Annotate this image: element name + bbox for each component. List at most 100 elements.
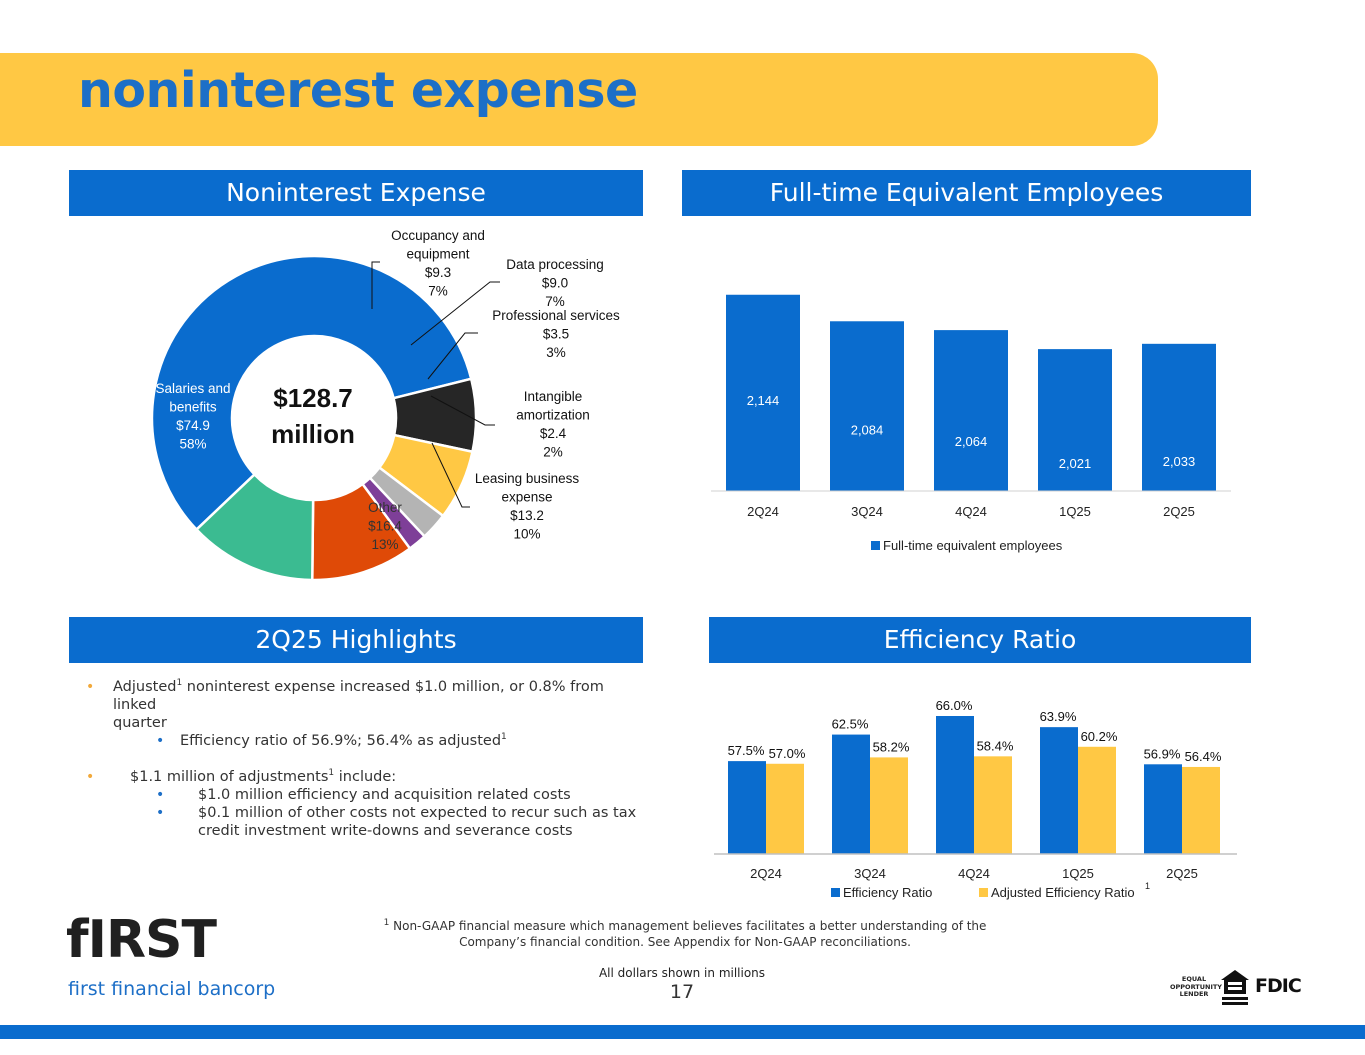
fte-category-2Q25: 2Q25 xyxy=(1163,504,1195,519)
efficiency-ratio-chart: 57.5% 57.0% 62.5% 58.2% 66.0% 58.4% 63.9% 60.2%… xyxy=(714,698,1237,900)
eff-category-2Q25: 2Q25 xyxy=(1166,866,1198,881)
eff-value-label-efficiency-ratio-3Q24: 62.5% xyxy=(832,717,869,732)
fte-category-1Q25: 1Q25 xyxy=(1059,504,1091,519)
donut-label-professional-services-0: Professional services xyxy=(492,308,620,323)
logo-subtitle: first financial bancorp xyxy=(68,978,276,1000)
highlight-item-adjusted-expense: • Adjusted1 noninterest expense increase… xyxy=(86,678,604,731)
donut-label-other-2: 13% xyxy=(371,537,398,552)
eff-bar-efficiency-ratio-2Q24 xyxy=(728,761,766,854)
donut-slice-salaries-and xyxy=(150,254,473,532)
eff-value-label-adjusted-efficiency-ratio-4Q24: 58.4% xyxy=(977,738,1014,753)
donut-label-professional-services-2: 3% xyxy=(546,345,566,360)
donut-label-other-1: $16.4 xyxy=(368,519,402,534)
fte-bar-2Q25 xyxy=(1142,343,1216,491)
eff-value-label-adjusted-efficiency-ratio-3Q24: 58.2% xyxy=(873,739,910,754)
page-number: 17 xyxy=(669,981,695,1003)
eff-legend-footnote-marker: 1 xyxy=(1145,881,1150,891)
donut-leader-professional-services xyxy=(427,332,478,380)
highlight-subitem-other-costs: • $0.1 million of other costs not expect… xyxy=(156,805,637,839)
eff-legend-swatch-efficiency xyxy=(831,888,840,897)
highlight-item-adjustments: • $1.1 million of adjustments1 include: xyxy=(86,768,397,785)
donut-label-salaries-and-0: Salaries and xyxy=(155,381,230,396)
eff-value-label-adjusted-efficiency-ratio-1Q25: 60.2% xyxy=(1081,729,1118,744)
eff-legend-swatch-adjusted xyxy=(979,888,988,897)
fte-bar-2Q24 xyxy=(726,294,800,491)
donut-center-unit: million xyxy=(271,419,355,449)
efficiency-header: Efficiency Ratio xyxy=(709,617,1251,663)
fte-legend-swatch xyxy=(871,541,880,550)
donut-label-leasing-business-3: 10% xyxy=(513,527,540,542)
fte-header: Full-time Equivalent Employees xyxy=(682,170,1251,216)
eff-bar-efficiency-ratio-4Q24 xyxy=(936,716,974,854)
eff-value-label-efficiency-ratio-2Q25: 56.9% xyxy=(1144,746,1181,761)
eff-value-label-adjusted-efficiency-ratio-2Q24: 57.0% xyxy=(769,746,806,761)
eff-bar-efficiency-ratio-2Q25 xyxy=(1144,764,1182,854)
eff-bar-adjusted-efficiency-ratio-3Q24 xyxy=(870,757,908,854)
donut-label-intangible-1: amortization xyxy=(516,408,590,423)
eff-value-label-efficiency-ratio-2Q24: 57.5% xyxy=(728,743,765,758)
dollars-note: All dollars shown in millions xyxy=(598,966,766,980)
donut-label-salaries-and-2: $74.9 xyxy=(176,418,210,433)
donut-slice-other xyxy=(194,472,315,582)
donut-label-leasing-business-2: $13.2 xyxy=(510,508,544,523)
eff-category-4Q24: 4Q24 xyxy=(958,866,990,881)
non-gaap-footnote: 1 Non-GAAP financial measure which manag… xyxy=(383,918,987,950)
company-logo: fIRST first financial bancorp xyxy=(64,910,276,1005)
donut-leader-occupancy-and xyxy=(371,261,380,309)
bottom-bar xyxy=(0,1025,1365,1039)
eff-bar-adjusted-efficiency-ratio-4Q24 xyxy=(974,756,1012,854)
donut-label-salaries-and-1: benefits xyxy=(169,400,217,415)
bullet-icon: • xyxy=(156,787,165,803)
donut-leader-intangible xyxy=(430,395,495,426)
eff-bar-adjusted-efficiency-ratio-2Q25 xyxy=(1182,766,1220,854)
donut-label-data-processing-0: Data processing xyxy=(506,257,604,272)
eff-bar-adjusted-efficiency-ratio-2Q24 xyxy=(766,763,804,854)
fte-category-3Q24: 3Q24 xyxy=(851,504,883,519)
eff-bar-adjusted-efficiency-ratio-1Q25 xyxy=(1078,746,1116,854)
highlight-subitem-efficiency: • Efficiency ratio of 56.9%; 56.4% as ad… xyxy=(156,732,507,749)
fte-category-2Q24: 2Q24 xyxy=(747,504,779,519)
eff-category-3Q24: 3Q24 xyxy=(854,866,886,881)
eff-value-label-adjusted-efficiency-ratio-2Q25: 56.4% xyxy=(1185,749,1222,764)
highlight-subitem-efficiency-costs: • $1.0 million efficiency and acquisitio… xyxy=(156,787,571,803)
bullet-icon: • xyxy=(86,679,95,695)
logo-wordmark: fIRST xyxy=(66,910,217,970)
highlights-header: 2Q25 Highlights xyxy=(69,617,643,663)
equal-housing-lender-icon xyxy=(1221,970,1249,1005)
eff-category-1Q25: 1Q25 xyxy=(1062,866,1094,881)
eff-legend-label-efficiency: Efficiency Ratio xyxy=(843,885,932,900)
fte-value-label-1Q25: 2,021 xyxy=(1059,456,1092,471)
title-band xyxy=(0,53,1158,146)
fte-value-label-4Q24: 2,064 xyxy=(955,434,988,449)
fte-value-label-2Q24: 2,144 xyxy=(747,393,780,408)
donut-label-occupancy-and-0: Occupancy and xyxy=(391,228,485,243)
donut-label-intangible-3: 2% xyxy=(543,445,563,460)
bullet-icon: • xyxy=(156,805,165,821)
fdic-logo: FDIC xyxy=(1255,975,1302,997)
eff-category-2Q24: 2Q24 xyxy=(750,866,782,881)
donut-label-intangible-0: Intangible xyxy=(524,389,583,404)
donut-label-professional-services-1: $3.5 xyxy=(543,327,569,342)
eff-bar-efficiency-ratio-1Q25 xyxy=(1040,727,1078,854)
donut-label-other-0: Other xyxy=(368,500,402,515)
noninterest-expense-donut-chart: Salaries and benefits $74.9 58% Occupancy an… xyxy=(150,228,620,582)
donut-center-amount: $128.7 xyxy=(273,383,353,413)
page-title: noninterest expense xyxy=(78,62,638,119)
fte-legend-label: Full-time equivalent employees xyxy=(883,538,1063,553)
noninterest-expense-header: Noninterest Expense xyxy=(69,170,643,216)
fte-bar-chart: 2,144 2,084 2,064 2,021 2,033 2Q24 3Q24 4Q24 1Q… xyxy=(711,294,1231,553)
donut-label-leasing-business-1: expense xyxy=(501,490,552,505)
donut-label-salaries-and-3: 58% xyxy=(179,437,206,452)
donut-label-occupancy-and-1: equipment xyxy=(406,247,469,262)
fte-value-label-3Q24: 2,084 xyxy=(851,422,884,437)
bullet-icon: • xyxy=(86,769,95,785)
highlights-list: • Adjusted1 noninterest expense increase… xyxy=(86,678,646,840)
donut-leader-data-processing xyxy=(410,281,500,346)
fte-bar-4Q24 xyxy=(934,330,1008,491)
eff-legend-label-adjusted: Adjusted Efficiency Ratio xyxy=(991,885,1135,900)
donut-label-data-processing-2: 7% xyxy=(545,294,565,309)
fte-category-4Q24: 4Q24 xyxy=(955,504,987,519)
equal-opportunity-lender-text: EQUAL OPPORTUNITY LENDER xyxy=(1170,975,1223,998)
donut-label-occupancy-and-3: 7% xyxy=(428,284,448,299)
eff-bar-efficiency-ratio-3Q24 xyxy=(832,734,870,854)
